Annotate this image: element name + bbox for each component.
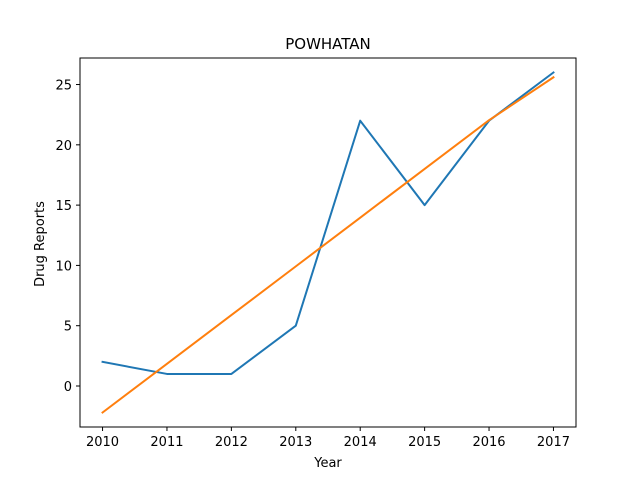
plot-frame <box>79 57 577 428</box>
y-tick-label-10: 10 <box>55 259 72 274</box>
x-tick-label-2011: 2011 <box>150 435 183 450</box>
x-tick-label-2014: 2014 <box>344 435 377 450</box>
series-line-2 <box>101 75 555 414</box>
x-axis: 2010 2011 2012 2013 2014 2015 2016 2017 <box>86 427 570 450</box>
y-tick-label-15: 15 <box>55 199 72 214</box>
x-tick-label-2015: 2015 <box>408 435 441 450</box>
x-tick-label-2016: 2016 <box>472 435 505 450</box>
y-axis: 0 5 10 15 20 25 <box>55 79 80 395</box>
y-tick-label-25: 25 <box>55 79 72 94</box>
x-tick-label-2017: 2017 <box>537 435 570 450</box>
x-tick-label-2010: 2010 <box>86 435 119 450</box>
y-tick-label-0: 0 <box>64 380 72 395</box>
chart-title: POWHATAN <box>285 35 371 53</box>
x-tick-label-2013: 2013 <box>279 435 312 450</box>
series-line-1 <box>101 71 555 375</box>
x-tick-label-2012: 2012 <box>215 435 248 450</box>
y-tick-label-5: 5 <box>64 320 72 335</box>
y-axis-label: Drug Reports <box>33 201 48 287</box>
plot-area <box>79 57 577 428</box>
x-axis-label: Year <box>313 456 342 471</box>
y-tick-label-20: 20 <box>55 139 72 154</box>
